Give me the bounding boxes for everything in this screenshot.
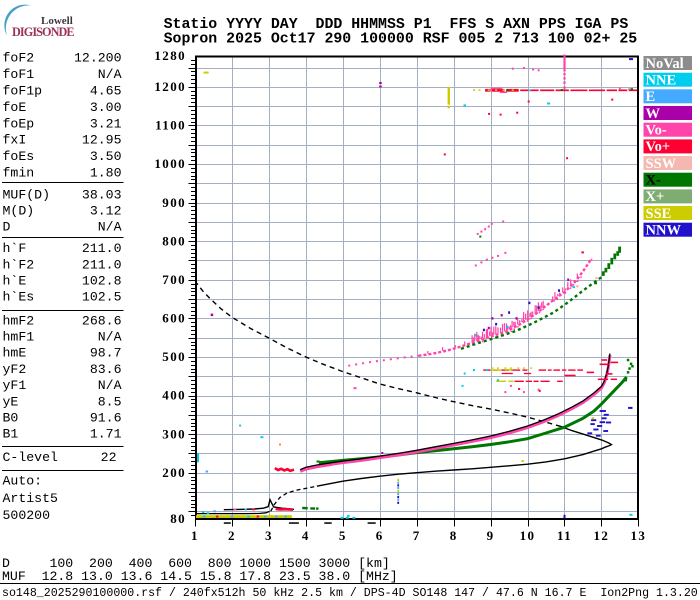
svg-text:DIGISONDE: DIGISONDE bbox=[12, 25, 74, 39]
svg-text:E: E bbox=[646, 89, 656, 105]
svg-text:hmE: hmE bbox=[3, 346, 27, 361]
svg-text:hmF1: hmF1 bbox=[3, 330, 35, 345]
svg-text:12.200: 12.200 bbox=[74, 51, 122, 66]
svg-text:98.7: 98.7 bbox=[90, 346, 122, 361]
svg-text:500200: 500200 bbox=[3, 508, 51, 523]
svg-text:11: 11 bbox=[557, 528, 572, 543]
svg-text:900: 900 bbox=[162, 195, 186, 210]
svg-text:3.21: 3.21 bbox=[90, 116, 122, 131]
svg-text:1200: 1200 bbox=[154, 79, 186, 94]
svg-text:Lowell: Lowell bbox=[41, 15, 73, 27]
svg-text:700: 700 bbox=[162, 272, 186, 287]
svg-text:foF2: foF2 bbox=[3, 51, 35, 66]
svg-text:h`Es: h`Es bbox=[3, 290, 35, 305]
svg-text:1: 1 bbox=[191, 528, 199, 543]
svg-text:foF1: foF1 bbox=[3, 67, 35, 82]
svg-text:10: 10 bbox=[520, 528, 536, 543]
svg-text:D: D bbox=[3, 220, 11, 235]
svg-text:300: 300 bbox=[162, 426, 186, 441]
svg-text:yE: yE bbox=[3, 394, 19, 409]
svg-text:268.6: 268.6 bbox=[82, 313, 122, 328]
svg-text:M(D): M(D) bbox=[3, 204, 35, 219]
svg-text:MUF 12.8 13.0 13.6 14.5 15.8: MUF 12.8 13.0 13.6 14.5 15.8 17.8 23.5 3… bbox=[2, 569, 398, 584]
svg-text:yF2: yF2 bbox=[3, 362, 27, 377]
svg-text:3.12: 3.12 bbox=[90, 204, 122, 219]
svg-text:5: 5 bbox=[339, 528, 347, 543]
svg-text:Sopron 2025 Oct17 290 100000 R: Sopron 2025 Oct17 290 100000 RSF 005 2 7… bbox=[164, 31, 638, 47]
svg-text:NoVal: NoVal bbox=[646, 56, 684, 72]
svg-text:102.8: 102.8 bbox=[82, 274, 122, 289]
svg-text:fmin: fmin bbox=[3, 165, 35, 180]
svg-text:38.03: 38.03 bbox=[82, 188, 122, 203]
svg-text:1100: 1100 bbox=[155, 118, 186, 133]
svg-text:h`F2: h`F2 bbox=[3, 257, 35, 272]
svg-text:Vo-: Vo- bbox=[646, 122, 667, 138]
svg-text:h`E: h`E bbox=[3, 274, 27, 289]
svg-text:1000: 1000 bbox=[154, 156, 186, 171]
svg-text:foF1p: foF1p bbox=[3, 84, 43, 99]
svg-text:22: 22 bbox=[101, 450, 117, 465]
svg-text:h`F: h`F bbox=[3, 241, 27, 256]
svg-text:500: 500 bbox=[162, 349, 186, 364]
svg-text:N/A: N/A bbox=[98, 220, 122, 235]
svg-text:83.6: 83.6 bbox=[90, 362, 122, 377]
svg-text:13: 13 bbox=[630, 528, 646, 543]
svg-text:X-: X- bbox=[646, 172, 661, 188]
svg-text:Auto:: Auto: bbox=[3, 474, 43, 489]
svg-text:NNW: NNW bbox=[646, 223, 682, 239]
svg-text:1.71: 1.71 bbox=[90, 427, 122, 442]
svg-text:B0: B0 bbox=[3, 411, 19, 426]
svg-text:3.50: 3.50 bbox=[90, 149, 122, 164]
svg-text:hmF2: hmF2 bbox=[3, 313, 35, 328]
svg-text:NNE: NNE bbox=[646, 72, 677, 88]
svg-text:7: 7 bbox=[413, 528, 421, 543]
svg-text:80: 80 bbox=[170, 511, 186, 526]
svg-text:12.95: 12.95 bbox=[82, 133, 122, 148]
svg-text:102.5: 102.5 bbox=[82, 290, 122, 305]
svg-text:N/A: N/A bbox=[98, 330, 122, 345]
svg-text:91.6: 91.6 bbox=[90, 411, 122, 426]
svg-text:so148_2025290100000.rsf / 240f: so148_2025290100000.rsf / 240fx512h 50 k… bbox=[2, 587, 698, 600]
svg-text:SSW: SSW bbox=[646, 156, 677, 172]
svg-text:200: 200 bbox=[162, 465, 186, 480]
svg-text:MUF(D): MUF(D) bbox=[3, 188, 50, 203]
svg-text:8: 8 bbox=[450, 528, 458, 543]
svg-text:3: 3 bbox=[265, 528, 273, 543]
svg-text:211.0: 211.0 bbox=[82, 257, 122, 272]
svg-text:4: 4 bbox=[302, 528, 310, 543]
svg-text:2: 2 bbox=[228, 528, 236, 543]
svg-text:211.0: 211.0 bbox=[82, 241, 122, 256]
svg-text:1280: 1280 bbox=[154, 48, 186, 63]
svg-text:Vo+: Vo+ bbox=[646, 139, 671, 155]
svg-text:SSE: SSE bbox=[646, 206, 672, 222]
svg-text:B1: B1 bbox=[3, 427, 19, 442]
svg-text:9: 9 bbox=[487, 528, 495, 543]
svg-text:600: 600 bbox=[162, 311, 186, 326]
svg-text:6: 6 bbox=[376, 528, 384, 543]
svg-text:W: W bbox=[646, 106, 661, 122]
svg-text:N/A: N/A bbox=[98, 67, 122, 82]
svg-text:N/A: N/A bbox=[98, 378, 122, 393]
svg-text:foEp: foEp bbox=[3, 116, 35, 131]
svg-text:foE: foE bbox=[3, 100, 27, 115]
svg-text:yF1: yF1 bbox=[3, 378, 27, 393]
svg-text:800: 800 bbox=[162, 233, 186, 248]
svg-text:12: 12 bbox=[594, 528, 610, 543]
svg-text:foEs: foEs bbox=[3, 149, 35, 164]
svg-text:Statio YYYY DAY DDD HHMMSS P1: Statio YYYY DAY DDD HHMMSS P1 FFS S AXN … bbox=[164, 17, 629, 33]
svg-text:3.00: 3.00 bbox=[90, 100, 122, 115]
svg-text:8.5: 8.5 bbox=[98, 394, 122, 409]
svg-text:1.80: 1.80 bbox=[90, 165, 122, 180]
svg-text:400: 400 bbox=[162, 388, 186, 403]
svg-text:fxI: fxI bbox=[3, 133, 27, 148]
svg-text:4.65: 4.65 bbox=[90, 84, 122, 99]
svg-text:C-level: C-level bbox=[3, 450, 58, 465]
svg-text:X+: X+ bbox=[646, 189, 665, 205]
svg-text:D 100 200 400 600 800: D 100 200 400 600 800 1000 1500 3000 [km… bbox=[2, 556, 390, 571]
svg-text:Artist5: Artist5 bbox=[3, 491, 58, 506]
